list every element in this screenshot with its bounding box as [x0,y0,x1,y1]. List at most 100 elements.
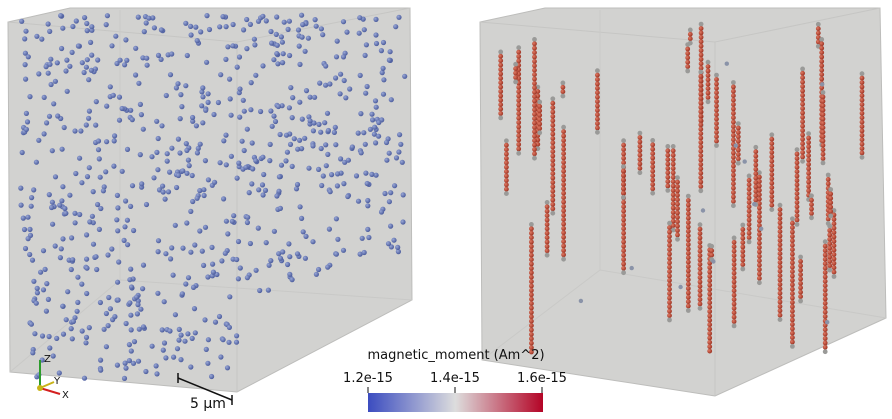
particle [698,266,703,271]
particle [98,368,103,373]
particle [320,32,325,37]
particle [268,29,273,34]
particle [295,251,300,256]
particle [686,233,691,238]
particle [778,308,783,313]
particle [675,228,680,233]
particle [334,54,339,59]
particle [734,143,738,147]
particle [532,46,537,51]
particle [667,221,672,226]
particle [144,202,149,207]
particle [189,32,194,37]
particle [621,195,626,200]
particle [361,130,366,135]
particle [244,46,249,51]
particle [504,187,509,192]
particle [85,28,90,33]
particle [821,147,826,152]
particle [42,131,47,136]
particle [675,233,680,238]
particle [757,272,762,277]
particle [688,28,693,33]
particle [790,331,795,336]
particle [204,13,209,18]
particle [778,247,783,252]
particle [516,151,521,156]
particle [819,46,824,51]
particle [498,54,503,59]
particle [821,161,826,166]
particle [732,271,737,276]
particle [379,209,384,214]
particle [216,100,221,105]
particle [211,270,216,275]
particle [595,90,600,95]
particle [701,208,705,212]
particle [504,174,509,179]
particle [274,193,279,198]
particle [516,138,521,143]
particle [263,188,268,193]
particle [545,222,550,227]
particle [686,220,691,225]
particle [213,320,218,325]
particle [180,168,185,173]
particle [561,89,566,94]
particle [714,82,719,87]
particle [800,119,805,124]
particle [280,40,285,45]
particle [532,116,537,121]
particle [203,225,208,230]
particle [753,149,758,154]
colorbar: magnetic_moment (Am^2) 1.2e-15 1.4e-15 1… [343,348,567,412]
particle [303,234,308,239]
particle [138,307,143,312]
particle [665,188,670,193]
particle [162,340,167,345]
particle [778,207,783,212]
particle [731,155,736,160]
particle [357,31,362,36]
particle [706,77,711,82]
particle [117,118,122,123]
particle [621,177,626,182]
particle [707,336,712,341]
particle [188,250,193,255]
particle [529,248,534,253]
particle [272,229,277,234]
particle [529,288,534,293]
particle [95,57,100,62]
particle [823,283,828,288]
particle [732,310,737,315]
particle [30,350,35,355]
particle [256,187,261,192]
particle [707,287,712,292]
particle [550,184,555,189]
particle [550,176,555,181]
particle [798,272,803,277]
particle [85,174,90,179]
axis-label: Z [44,354,51,365]
particle [757,236,762,241]
particle [550,132,555,137]
particle [731,137,736,142]
particle [561,257,566,262]
particle [49,82,54,87]
particle [698,70,703,75]
particle [335,171,340,176]
particle [747,191,752,196]
particle [49,205,54,210]
particle [304,88,309,93]
particle [698,275,703,280]
particle [561,169,566,174]
particle [561,125,566,130]
colorbar-tick-label: 1.6e-15 [517,371,567,386]
particle [860,129,865,134]
particle [800,146,805,151]
particle [686,291,691,296]
particle [561,186,566,191]
particle [731,133,736,138]
particle [20,150,25,155]
particle [218,72,223,77]
